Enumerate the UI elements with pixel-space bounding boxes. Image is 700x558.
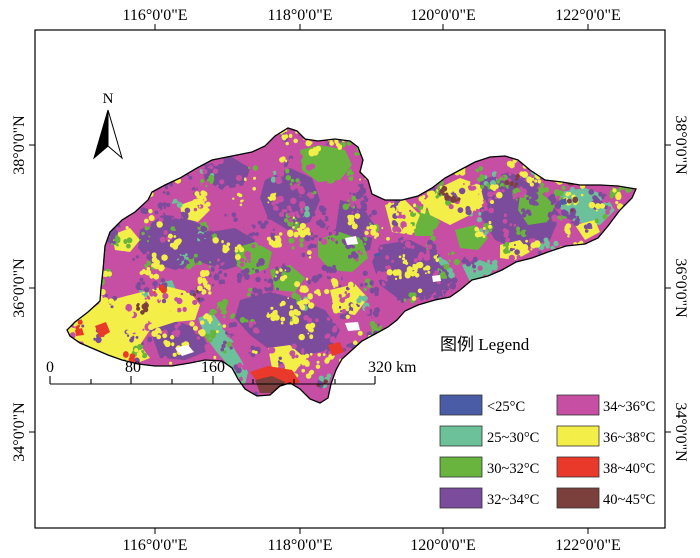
temperature-raster bbox=[67, 128, 636, 403]
zone-30-32 bbox=[518, 192, 555, 225]
longitude-label-top: 118°0'0"E bbox=[268, 7, 333, 24]
legend-label: 38~40°C bbox=[603, 461, 655, 477]
north-arrow: N bbox=[93, 91, 123, 160]
longitude-label-bottom: 116°0'0"E bbox=[123, 537, 188, 554]
legend-title: 图例 Legend bbox=[440, 335, 530, 354]
no-data-area bbox=[432, 275, 441, 282]
legend-label: 30~32°C bbox=[487, 461, 539, 477]
latitude-label-left: 36°0'0"N bbox=[11, 258, 28, 318]
longitude-label-bottom: 118°0'0"E bbox=[268, 537, 333, 554]
scale-label: 80 bbox=[125, 359, 141, 376]
north-arrow-right-half-icon bbox=[107, 109, 123, 160]
longitude-label-bottom: 122°0'0"E bbox=[555, 537, 621, 554]
legend-label: 40~45°C bbox=[603, 492, 655, 508]
longitude-label-top: 120°0'0"E bbox=[410, 7, 476, 24]
zone-38-40 bbox=[95, 322, 110, 338]
legend-label: 32~34°C bbox=[487, 492, 539, 508]
no-data-area bbox=[175, 345, 194, 356]
longitude-label-top: 122°0'0"E bbox=[555, 7, 621, 24]
latitude-label-right: 38°0'0"N bbox=[672, 115, 689, 175]
graticule-ticks bbox=[29, 24, 671, 534]
latitude-label-left: 34°0'0"N bbox=[11, 402, 28, 462]
zone-below-25 bbox=[560, 198, 567, 205]
temperature-speckles-class-1 bbox=[68, 128, 636, 401]
zone-36-38 bbox=[268, 345, 305, 372]
scale-label: 320 km bbox=[368, 359, 417, 376]
legend-swatch bbox=[556, 487, 600, 509]
legend-swatch bbox=[556, 456, 600, 478]
zone-38-40 bbox=[75, 328, 84, 336]
legend-label: <25°C bbox=[487, 399, 525, 415]
zone-38-40 bbox=[328, 342, 344, 356]
north-arrow-left-half-icon bbox=[93, 109, 109, 160]
legend-label: 36~38°C bbox=[603, 430, 655, 446]
legend: 图例 Legend <25°C 25~30°C 30~32°C 32~34°C … bbox=[439, 335, 655, 509]
zone-30-32 bbox=[235, 242, 272, 275]
legend-label: 25~30°C bbox=[487, 430, 539, 446]
legend-swatch bbox=[439, 487, 483, 509]
latitude-label-right: 34°0'0"N bbox=[672, 402, 689, 462]
latitude-label-left: 38°0'0"N bbox=[11, 115, 28, 175]
temperature-speckles-class-0 bbox=[374, 252, 381, 257]
temperature-speckles-class-2 bbox=[67, 128, 636, 403]
zone-32-34 bbox=[235, 292, 340, 356]
legend-swatch bbox=[439, 394, 483, 416]
scale-label: 160 bbox=[201, 359, 225, 376]
map-frame bbox=[34, 29, 666, 529]
legend-swatch bbox=[439, 425, 483, 447]
longitude-label-top: 116°0'0"E bbox=[123, 7, 188, 24]
north-label: N bbox=[103, 91, 114, 107]
no-data-area bbox=[345, 322, 360, 331]
province-boundary bbox=[66, 127, 637, 404]
scale-bar: 0 80 160 320 km bbox=[46, 359, 417, 385]
scale-label: 0 bbox=[46, 359, 54, 376]
no-data-area bbox=[345, 236, 358, 245]
latitude-label-right: 36°0'0"N bbox=[672, 258, 689, 318]
legend-swatch bbox=[556, 394, 600, 416]
legend-swatch bbox=[556, 425, 600, 447]
legend-label: 34~36°C bbox=[603, 399, 655, 415]
longitude-label-bottom: 120°0'0"E bbox=[410, 537, 476, 554]
legend-swatch bbox=[439, 456, 483, 478]
